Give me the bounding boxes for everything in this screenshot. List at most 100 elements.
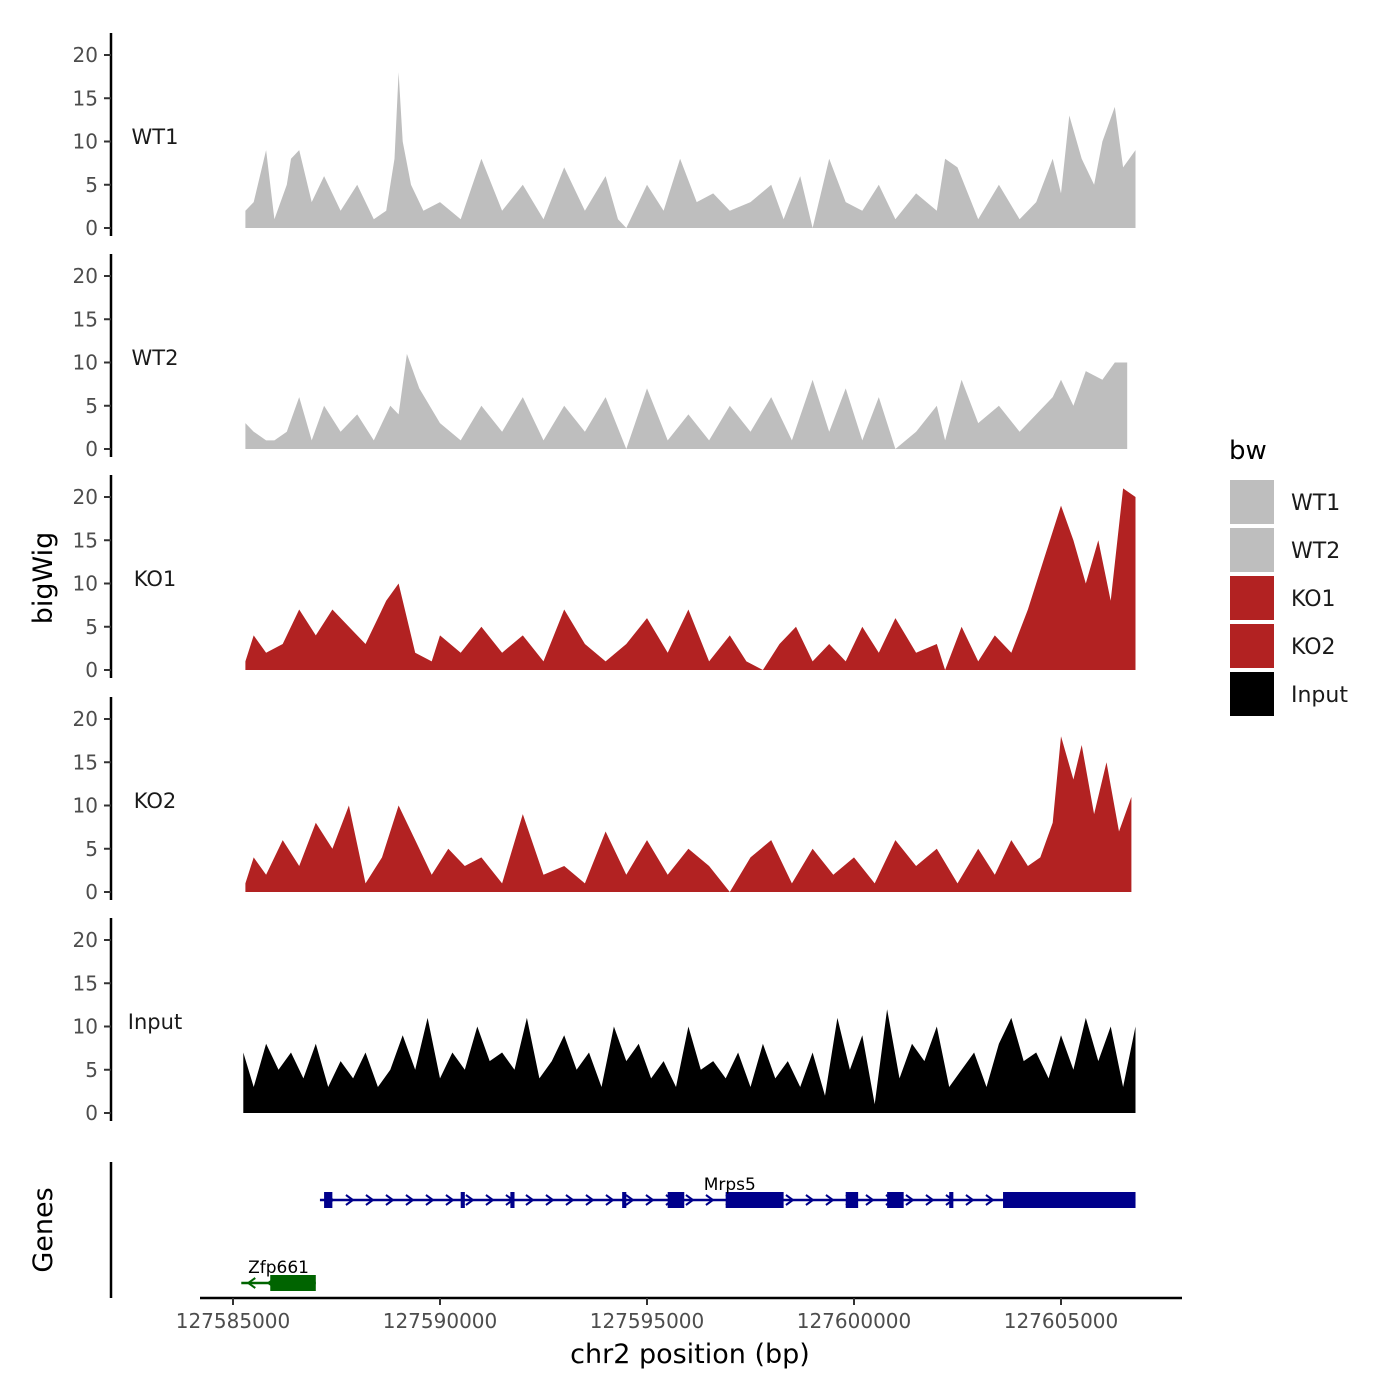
y-tick-label: 15 (73, 750, 98, 774)
legend: bw WT1 WT2 KO1 KO2 Input (1229, 436, 1348, 716)
strand-arrow-icon (385, 1194, 395, 1206)
x-axis-title: chr2 position (bp) (570, 1339, 810, 1370)
gene-exon (725, 1192, 784, 1208)
legend-key-ko1 (1230, 576, 1274, 620)
strand-arrow-icon (565, 1194, 575, 1206)
strand-arrow-icon (445, 1194, 455, 1206)
gene-exon (667, 1192, 685, 1208)
track-wt2: 0 5 10 15 20 WT2 (73, 254, 1128, 461)
signal-area-wt1 (245, 72, 1136, 228)
genes-axis-title: Genes (28, 1187, 59, 1272)
gene-exon (324, 1192, 333, 1208)
legend-key-wt2 (1230, 528, 1274, 572)
strand-arrow-icon (585, 1194, 595, 1206)
strand-arrow-icon (705, 1194, 715, 1206)
y-tick-label: 20 (73, 485, 98, 509)
legend-label-input: Input (1291, 683, 1348, 708)
strand-arrow-icon (246, 1277, 256, 1289)
strand-arrow-icon (965, 1194, 975, 1206)
track-label: Input (128, 1010, 182, 1034)
track-input: 0 5 10 15 20 Input (73, 918, 1136, 1125)
y-tick-label: 15 (73, 307, 98, 331)
track-ko2: 0 5 10 15 20 KO2 (73, 697, 1132, 904)
gene-exon (887, 1192, 904, 1208)
signal-tracks: 0 5 10 15 20 WT1 0 5 10 15 20 WT2 0 5 10 15 20 KO1 0 5 10 15 2… (73, 33, 1136, 1125)
gene-exon (1003, 1192, 1136, 1208)
y-tick-label: 5 (85, 615, 98, 639)
legend-label-ko2: KO2 (1291, 635, 1336, 660)
y-tick-label: 0 (85, 880, 98, 904)
x-tick-label: 127585000 (176, 1309, 291, 1333)
signal-area-input (243, 1009, 1136, 1113)
y-tick-label: 0 (85, 437, 98, 461)
gene-exon (845, 1192, 859, 1208)
gene-exon (270, 1275, 316, 1291)
signal-area-ko2 (245, 736, 1132, 892)
x-tick-label: 127590000 (383, 1309, 498, 1333)
gene-exon (460, 1192, 465, 1208)
y-tick-label: 10 (73, 572, 98, 596)
y-tick-label: 20 (73, 43, 98, 67)
strand-arrow-icon (865, 1194, 875, 1206)
y-tick-label: 10 (73, 1015, 98, 1039)
y-tick-label: 5 (85, 837, 98, 861)
strand-arrow-icon (545, 1194, 555, 1206)
strand-arrow-icon (905, 1194, 915, 1206)
track-ko1: 0 5 10 15 20 KO1 (73, 475, 1136, 682)
strand-arrow-icon (365, 1194, 375, 1206)
strand-arrow-icon (625, 1194, 635, 1206)
strand-arrow-icon (825, 1194, 835, 1206)
y-tick-label: 10 (73, 130, 98, 154)
legend-key-input (1230, 672, 1274, 716)
x-tick-label: 127595000 (590, 1309, 705, 1333)
track-label: WT2 (132, 346, 179, 370)
strand-arrow-icon (525, 1194, 535, 1206)
track-label: KO2 (134, 789, 177, 813)
y-tick-label: 5 (85, 394, 98, 418)
strand-arrow-icon (645, 1194, 655, 1206)
x-tick-label: 127605000 (1004, 1309, 1119, 1333)
gene-label: Mrps5 (704, 1175, 756, 1195)
signal-area-wt2 (245, 353, 1128, 449)
gene-exon (510, 1192, 515, 1208)
y-tick-label: 0 (85, 216, 98, 240)
legend-key-ko2 (1230, 624, 1274, 668)
track-wt1: 0 5 10 15 20 WT1 (73, 33, 1136, 240)
gene-exon (949, 1192, 954, 1208)
strand-arrow-icon (465, 1194, 475, 1206)
signal-area-ko1 (245, 488, 1136, 670)
strand-arrow-icon (345, 1194, 355, 1206)
y-tick-label: 20 (73, 928, 98, 952)
strand-arrow-icon (805, 1194, 815, 1206)
gene-mrps5: Mrps5 (319, 1175, 1136, 1208)
legend-key-wt1 (1230, 480, 1274, 524)
strand-arrow-icon (605, 1194, 615, 1206)
y-tick-label: 5 (85, 1058, 98, 1082)
y-tick-label: 20 (73, 707, 98, 731)
gene-label: Zfp661 (248, 1258, 309, 1278)
strand-arrow-icon (925, 1194, 935, 1206)
legend-label-wt2: WT2 (1291, 539, 1340, 564)
strand-arrow-icon (425, 1194, 435, 1206)
legend-title: bw (1229, 436, 1267, 466)
y-tick-label: 15 (73, 971, 98, 995)
strand-arrow-icon (405, 1194, 415, 1206)
x-axis: 127585000 127590000 127595000 127600000 1276… (176, 1296, 1182, 1333)
strand-arrow-icon (785, 1194, 795, 1206)
strand-arrow-icon (985, 1194, 995, 1206)
y-tick-label: 0 (85, 658, 98, 682)
gene-zfp661: Zfp661 (241, 1258, 316, 1291)
track-label: KO1 (134, 567, 177, 591)
strand-arrow-icon (685, 1194, 695, 1206)
x-tick-label: 127600000 (797, 1309, 912, 1333)
track-label: WT1 (132, 125, 179, 149)
y-tick-label: 10 (73, 794, 98, 818)
y-tick-label: 15 (73, 528, 98, 552)
y-axis-title: bigWig (28, 532, 59, 625)
y-tick-label: 5 (85, 173, 98, 197)
legend-label-ko1: KO1 (1291, 587, 1336, 612)
strand-arrow-icon (485, 1194, 495, 1206)
y-tick-label: 15 (73, 86, 98, 110)
y-tick-label: 20 (73, 264, 98, 288)
